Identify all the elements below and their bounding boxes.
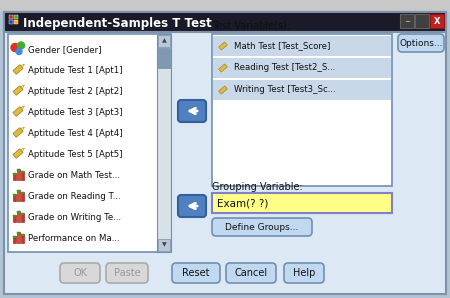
- Polygon shape: [21, 85, 24, 89]
- Text: Math Test [Test_Score]: Math Test [Test_Score]: [234, 41, 330, 50]
- Polygon shape: [219, 64, 227, 72]
- Bar: [158, 48, 170, 68]
- Bar: [415, 14, 429, 28]
- FancyBboxPatch shape: [178, 100, 206, 122]
- Bar: [158, 239, 170, 251]
- Text: Exam(? ?): Exam(? ?): [217, 198, 268, 208]
- Bar: [17, 210, 20, 212]
- Polygon shape: [13, 65, 23, 74]
- Bar: [400, 14, 414, 28]
- Text: Reset: Reset: [182, 268, 210, 278]
- Text: Aptitude Test 5 [Apt5]: Aptitude Test 5 [Apt5]: [28, 150, 122, 159]
- Bar: [14, 15, 18, 19]
- Bar: [17, 190, 20, 201]
- Text: Writing Test [Test3_Sc...: Writing Test [Test3_Sc...: [234, 86, 336, 94]
- Bar: [17, 232, 20, 243]
- Bar: [21, 234, 24, 235]
- Bar: [21, 192, 24, 193]
- Bar: [17, 210, 20, 221]
- FancyBboxPatch shape: [178, 195, 206, 217]
- Bar: [17, 190, 20, 192]
- Text: Paste: Paste: [114, 268, 140, 278]
- Polygon shape: [21, 64, 24, 68]
- Polygon shape: [21, 148, 24, 152]
- Text: Help: Help: [293, 268, 315, 278]
- Bar: [13, 235, 16, 243]
- Circle shape: [11, 44, 19, 52]
- Bar: [21, 192, 24, 201]
- Bar: [17, 232, 20, 234]
- Bar: [13, 235, 16, 238]
- Text: Cancel: Cancel: [234, 268, 268, 278]
- Bar: [14, 20, 18, 24]
- Text: ▲: ▲: [162, 38, 166, 44]
- Text: Aptitude Test 4 [Apt4]: Aptitude Test 4 [Apt4]: [28, 129, 122, 138]
- Text: Gender [Gender]: Gender [Gender]: [28, 45, 102, 54]
- Bar: [213, 58, 391, 78]
- Text: Reading Test [Test2_S...: Reading Test [Test2_S...: [234, 63, 335, 72]
- Bar: [21, 212, 24, 221]
- Text: Grade on Writing Te...: Grade on Writing Te...: [28, 213, 121, 222]
- Polygon shape: [21, 106, 24, 110]
- Bar: [212, 193, 392, 213]
- FancyBboxPatch shape: [172, 263, 220, 283]
- Text: OK: OK: [73, 268, 87, 278]
- FancyBboxPatch shape: [60, 263, 100, 283]
- Circle shape: [16, 49, 22, 55]
- Bar: [157, 34, 171, 252]
- Bar: [0, 0, 450, 12]
- FancyBboxPatch shape: [398, 34, 444, 52]
- Bar: [17, 168, 20, 170]
- Text: Performance on Ma...: Performance on Ma...: [28, 234, 120, 243]
- Text: Test Variable(s):: Test Variable(s):: [212, 21, 290, 31]
- Text: Grade on Reading T...: Grade on Reading T...: [28, 192, 121, 201]
- Bar: [158, 35, 170, 47]
- FancyBboxPatch shape: [284, 263, 324, 283]
- Text: ▼: ▼: [162, 243, 166, 248]
- Bar: [13, 193, 16, 201]
- Text: Grouping Variable:: Grouping Variable:: [212, 182, 303, 192]
- FancyBboxPatch shape: [106, 263, 148, 283]
- Text: Aptitude Test 2 [Apt2]: Aptitude Test 2 [Apt2]: [28, 87, 122, 96]
- Bar: [21, 170, 24, 179]
- Text: Grade on Math Test...: Grade on Math Test...: [28, 171, 120, 180]
- Circle shape: [18, 42, 24, 49]
- Polygon shape: [21, 127, 24, 131]
- Bar: [9, 20, 13, 24]
- Polygon shape: [13, 86, 23, 95]
- FancyBboxPatch shape: [226, 263, 276, 283]
- Bar: [17, 168, 20, 179]
- Bar: [213, 36, 391, 56]
- Bar: [8, 34, 171, 252]
- Bar: [21, 170, 24, 173]
- Bar: [13, 193, 16, 195]
- Text: Define Groups...: Define Groups...: [225, 223, 299, 232]
- Polygon shape: [13, 149, 23, 158]
- Bar: [212, 34, 392, 186]
- Bar: [21, 212, 24, 215]
- Bar: [213, 80, 391, 100]
- Bar: [9, 15, 13, 19]
- Text: Independent-Samples T Test: Independent-Samples T Test: [23, 16, 212, 30]
- Bar: [13, 173, 16, 175]
- Polygon shape: [13, 107, 23, 116]
- Bar: [13, 215, 16, 221]
- Text: Aptitude Test 1 [Apt1]: Aptitude Test 1 [Apt1]: [28, 66, 122, 75]
- Bar: [430, 14, 444, 28]
- Polygon shape: [219, 86, 227, 94]
- Text: Options...: Options...: [399, 38, 443, 47]
- Bar: [4, 12, 446, 32]
- Bar: [13, 215, 16, 217]
- Text: ─: ─: [405, 19, 409, 25]
- Polygon shape: [13, 128, 23, 137]
- Polygon shape: [219, 42, 227, 50]
- Text: X: X: [434, 18, 440, 27]
- Bar: [13, 173, 16, 179]
- FancyBboxPatch shape: [212, 218, 312, 236]
- Text: Aptitude Test 3 [Apt3]: Aptitude Test 3 [Apt3]: [28, 108, 122, 117]
- Bar: [21, 234, 24, 243]
